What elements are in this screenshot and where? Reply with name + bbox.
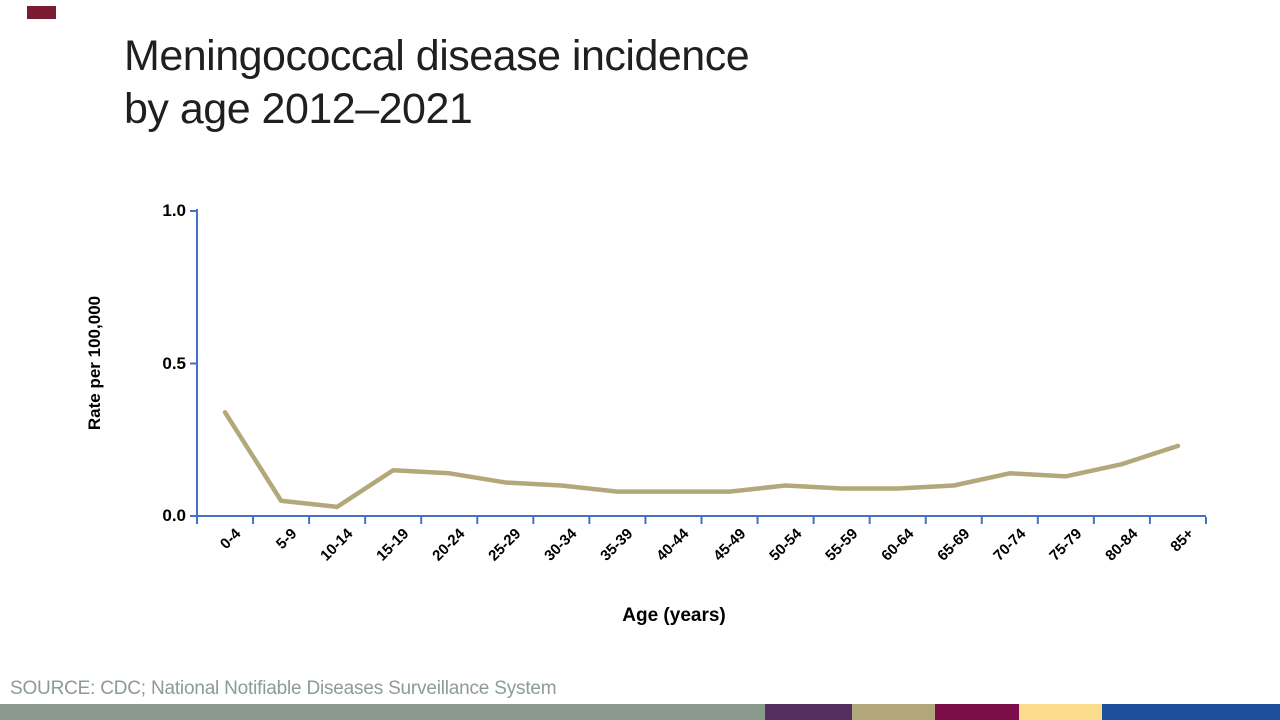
footer-bar-segment-sage xyxy=(0,704,765,720)
footer-bar-segment-navy xyxy=(1102,704,1280,720)
slide-title-line2: by age 2012–2021 xyxy=(124,85,473,133)
footer-bar-segment-purple xyxy=(765,704,852,720)
y-tick-label: 1.0 xyxy=(162,201,186,220)
x-axis-title: Age (years) xyxy=(622,605,726,626)
footer-color-bar xyxy=(0,704,1280,720)
slide-title: Meningococcal disease incidence by age 20… xyxy=(124,30,750,136)
footer-bar-segment-khaki xyxy=(852,704,935,720)
corner-accent-mark xyxy=(27,6,56,19)
y-tick-label: 0.0 xyxy=(162,506,186,525)
y-axis-title: Rate per 100,000 xyxy=(85,295,104,431)
slide-title-line1: Meningococcal disease incidence xyxy=(124,32,750,80)
source-text: SOURCE: CDC; National Notifiable Disease… xyxy=(10,678,557,699)
footer-bar-segment-cream xyxy=(1019,704,1102,720)
data-series-line xyxy=(222,410,1181,510)
y-tick-label: 0.5 xyxy=(162,353,186,373)
footer-bar-segment-maroon xyxy=(935,704,1019,720)
